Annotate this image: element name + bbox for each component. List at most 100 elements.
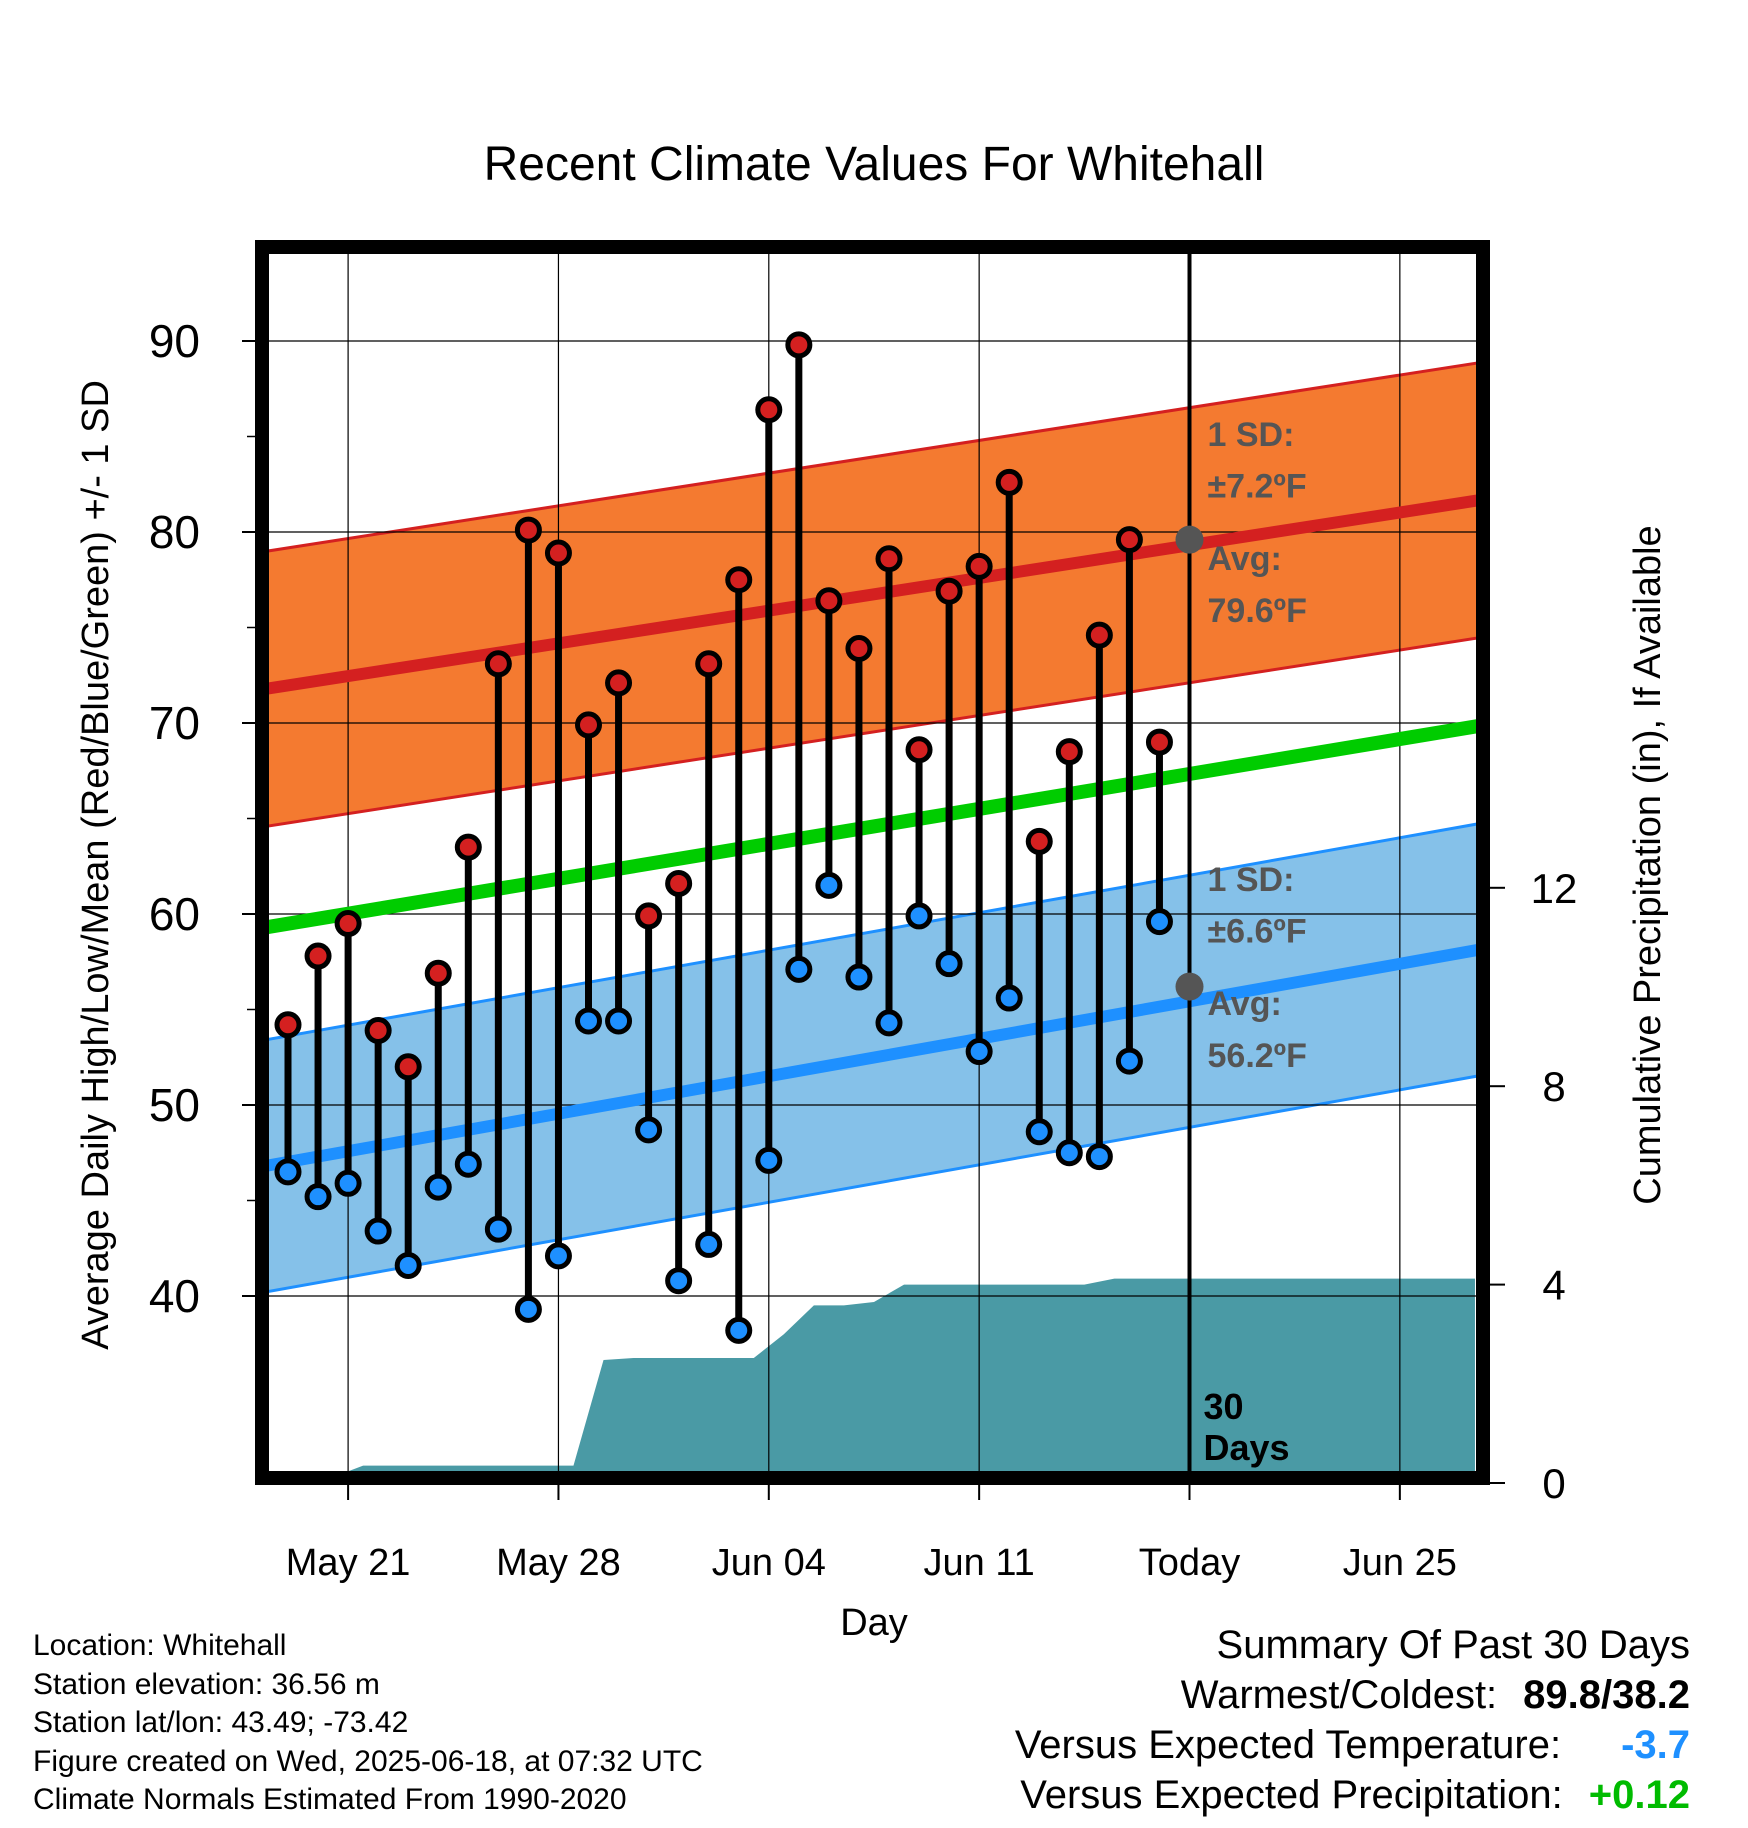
daily-high-point bbox=[424, 959, 452, 987]
daily-low-point bbox=[514, 1295, 542, 1323]
high-avg-value: 79.6ºF bbox=[1208, 592, 1307, 630]
low-sd-band-upper-edge bbox=[262, 821, 1483, 1043]
temp-value: -3.7 bbox=[1621, 1723, 1690, 1767]
low-sd-band-lower-edge bbox=[262, 1073, 1483, 1295]
daily-high-point bbox=[635, 902, 663, 930]
daily-high-point bbox=[394, 1053, 422, 1081]
high-sd-value: ±7.2ºF bbox=[1208, 468, 1307, 506]
daily-high-point bbox=[875, 545, 903, 573]
today-high-marker bbox=[1175, 525, 1204, 554]
daily-high-point bbox=[785, 331, 813, 359]
daily-high-point bbox=[364, 1017, 392, 1045]
daily-low-point bbox=[725, 1316, 753, 1344]
normal-high-line bbox=[262, 493, 1483, 696]
daily-low-point bbox=[1145, 908, 1173, 936]
daily-high-point bbox=[965, 552, 993, 580]
period-label-number: 30 bbox=[1204, 1386, 1244, 1427]
warmest-coldest-label: Warmest/Coldest: bbox=[1180, 1673, 1498, 1717]
summary-warmest-coldest: Warmest/Coldest: 89.8/38.2 bbox=[1015, 1670, 1690, 1720]
daily-high-point bbox=[695, 650, 723, 678]
high-sd-band-lower-edge bbox=[262, 635, 1483, 829]
daily-low-point bbox=[875, 1009, 903, 1037]
low-sd-label: 1 SD: bbox=[1208, 861, 1295, 899]
daily-high-point bbox=[1085, 621, 1113, 649]
daily-high-point bbox=[605, 669, 633, 697]
x-tick-label: Jun 11 bbox=[924, 1542, 1035, 1584]
normals-text: Climate Normals Estimated From 1990-2020 bbox=[33, 1783, 627, 1816]
y-tick-label: 70 bbox=[149, 697, 200, 749]
daily-high-point bbox=[905, 736, 933, 764]
high-sd-label: 1 SD: bbox=[1208, 416, 1295, 454]
warmest-coldest-value: 89.8/38.2 bbox=[1523, 1673, 1690, 1717]
daily-low-point bbox=[1025, 1118, 1053, 1146]
daily-low-point bbox=[605, 1007, 633, 1035]
summary-temperature: Versus Expected Temperature: -3.7 bbox=[1015, 1720, 1690, 1770]
daily-low-point bbox=[1115, 1047, 1143, 1075]
daily-low-point bbox=[665, 1267, 693, 1295]
y-tick-label: 90 bbox=[149, 315, 200, 367]
location-text: Location: Whitehall bbox=[33, 1629, 287, 1662]
daily-high-point bbox=[995, 468, 1023, 496]
daily-low-point bbox=[575, 1007, 602, 1035]
precip-value: +0.12 bbox=[1588, 1773, 1690, 1817]
station-info: Location: Whitehall Station elevation: 3… bbox=[33, 1627, 703, 1820]
x-axis-label: Day bbox=[840, 1602, 908, 1644]
y2-tick-label: 4 bbox=[1542, 1262, 1565, 1309]
x-tick-label: Today bbox=[1139, 1542, 1240, 1584]
daily-low-point bbox=[334, 1169, 362, 1197]
period-label-unit: Days bbox=[1204, 1427, 1290, 1468]
daily-low-point bbox=[785, 955, 813, 983]
y-tick-label: 80 bbox=[149, 506, 200, 558]
latlon-text: Station lat/lon: 43.49; -73.42 bbox=[33, 1706, 409, 1739]
y2-tick-label: 12 bbox=[1531, 865, 1578, 912]
daily-low-point bbox=[274, 1158, 302, 1186]
daily-low-point bbox=[454, 1150, 482, 1178]
precip-label: Versus Expected Precipitation: bbox=[1020, 1773, 1563, 1817]
daily-low-point bbox=[364, 1217, 392, 1245]
daily-high-point bbox=[304, 942, 332, 970]
daily-low-point bbox=[544, 1242, 572, 1270]
daily-high-point bbox=[1115, 526, 1143, 554]
daily-high-point bbox=[665, 869, 693, 897]
daily-high-point bbox=[725, 566, 753, 594]
y-tick-label: 50 bbox=[149, 1079, 200, 1131]
x-tick-label: Jun 04 bbox=[712, 1542, 826, 1584]
daily-high-point bbox=[815, 587, 843, 615]
daily-low-point bbox=[1085, 1143, 1113, 1171]
precipitation-area bbox=[262, 1278, 1475, 1478]
daily-low-point bbox=[965, 1038, 993, 1066]
plot-frame bbox=[255, 240, 1490, 1485]
daily-high-point bbox=[514, 516, 542, 544]
y2-tick-label: 8 bbox=[1542, 1063, 1565, 1110]
daily-low-point bbox=[1055, 1139, 1083, 1167]
y-tick-label: 60 bbox=[149, 888, 200, 940]
summary-precipitation: Versus Expected Precipitation: +0.12 bbox=[1015, 1770, 1690, 1820]
daily-high-point bbox=[484, 650, 512, 678]
daily-low-point bbox=[394, 1251, 422, 1279]
daily-high-point bbox=[274, 1011, 302, 1039]
y-tick-label: 40 bbox=[149, 1270, 200, 1322]
low-sd-value: ±6.6ºF bbox=[1208, 913, 1307, 951]
plot-interior bbox=[262, 247, 1483, 1478]
x-tick-label: May 28 bbox=[496, 1542, 621, 1584]
low-avg-label: Avg: bbox=[1208, 985, 1282, 1023]
elevation-text: Station elevation: 36.56 m bbox=[33, 1667, 380, 1701]
daily-low-point bbox=[995, 984, 1023, 1012]
daily-low-point bbox=[845, 963, 873, 991]
summary-panel: Summary Of Past 30 Days Warmest/Coldest:… bbox=[1015, 1620, 1690, 1820]
daily-low-point bbox=[935, 950, 963, 978]
daily-low-point bbox=[905, 902, 933, 930]
daily-low-point bbox=[695, 1230, 723, 1258]
daily-high-point bbox=[575, 711, 602, 739]
daily-high-point bbox=[454, 833, 482, 861]
high-sd-band-upper-edge bbox=[262, 360, 1483, 554]
daily-high-point bbox=[845, 635, 873, 663]
daily-low-point bbox=[635, 1116, 663, 1144]
y2-axis-label: Cumulative Precipitation (in), If Availa… bbox=[1627, 525, 1669, 1204]
chart-title: Recent Climate Values For Whitehall bbox=[484, 138, 1265, 191]
summary-title: Summary Of Past 30 Days bbox=[1216, 1623, 1690, 1667]
daily-low-point bbox=[424, 1173, 452, 1201]
x-tick-label: May 21 bbox=[286, 1542, 411, 1584]
daily-high-point bbox=[544, 539, 572, 567]
